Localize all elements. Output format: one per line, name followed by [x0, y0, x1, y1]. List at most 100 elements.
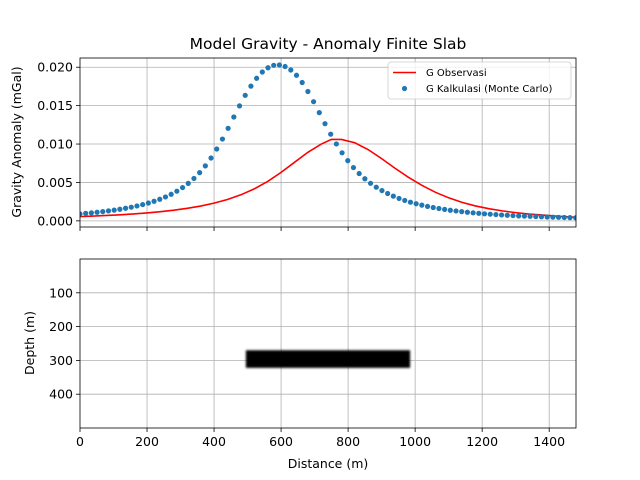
data-point-calculated [538, 214, 545, 220]
data-point-calculated [288, 67, 294, 73]
data-point-calculated [305, 88, 311, 95]
data-point-calculated [322, 121, 328, 127]
data-point-calculated [333, 141, 339, 147]
data-point-calculated [413, 201, 419, 207]
data-point-calculated [345, 158, 351, 164]
x-tick-label: 1200 [466, 434, 498, 449]
data-point-calculated [145, 200, 151, 206]
data-point-calculated [197, 170, 203, 176]
top-y-tick-label: 0.020 [37, 60, 73, 75]
data-point-calculated [299, 79, 305, 86]
data-point-calculated [499, 212, 505, 218]
x-tick-label: 1400 [533, 434, 565, 449]
data-point-calculated [481, 211, 488, 217]
legend: G Observasi G Kalkulasi (Monte Carlo) [387, 61, 572, 100]
data-point-calculated [242, 92, 248, 98]
data-point-calculated [83, 210, 89, 216]
data-point-calculated [561, 214, 567, 221]
data-point-calculated [504, 212, 510, 218]
data-point-calculated [573, 215, 576, 221]
data-point-calculated [100, 209, 106, 215]
data-point-calculated [350, 164, 357, 171]
data-point-calculated [447, 207, 453, 213]
data-point-calculated [276, 62, 283, 68]
data-point-calculated [430, 204, 436, 211]
data-point-calculated [117, 206, 123, 212]
data-point-calculated [128, 204, 134, 210]
slab-body [245, 350, 411, 368]
data-point-calculated [140, 201, 146, 208]
data-point-calculated [310, 99, 317, 105]
top-y-tick-label: 0.000 [37, 213, 73, 228]
data-point-calculated [367, 180, 374, 186]
data-point-calculated [470, 210, 476, 216]
x-tick-label: 1000 [399, 434, 431, 449]
data-point-calculated [185, 180, 191, 186]
depth-tick-label: 100 [49, 285, 73, 300]
data-point-calculated [493, 211, 499, 218]
data-point-calculated [88, 210, 94, 216]
top-y-axis-label: Gravity Anomaly (mGal) [9, 66, 24, 217]
data-point-calculated [550, 214, 556, 220]
data-point-calculated [157, 196, 163, 202]
data-point-calculated [122, 205, 129, 211]
x-tick-label: 800 [336, 434, 360, 449]
data-point-calculated [105, 208, 112, 214]
depth-tick-label: 400 [49, 387, 73, 402]
data-point-calculated [385, 190, 391, 197]
data-point-calculated [362, 176, 368, 182]
slab-rectangle [245, 350, 411, 368]
data-point-calculated [191, 175, 197, 182]
series-line-observed [80, 138, 576, 219]
data-point-calculated [202, 163, 208, 169]
top-y-tick-label: 0.010 [37, 137, 73, 152]
data-point-calculated [379, 187, 385, 194]
x-tick-label: 0 [76, 434, 84, 449]
data-point-calculated [339, 150, 345, 156]
gravity-anomaly-panel: Model Gravity - Anomaly Finite Slab 0.00… [9, 35, 577, 231]
data-point-calculated [111, 207, 117, 213]
data-point-calculated [259, 69, 265, 75]
depth-section-panel: 0 200 400 600 800 1000 1200 1400 100 200 300 400 Di… [22, 258, 577, 471]
data-point-calculated [265, 65, 271, 71]
data-point-calculated [521, 213, 527, 219]
data-point-calculated [533, 213, 539, 220]
data-point-calculated [208, 155, 214, 161]
top-plot-area [80, 62, 576, 221]
legend-box [387, 61, 572, 100]
top-y-tick-label: 0.005 [37, 175, 73, 190]
data-point-calculated [231, 114, 237, 120]
data-point-calculated [424, 203, 431, 210]
data-point-calculated [390, 193, 396, 199]
legend-dot-marker [401, 85, 408, 92]
data-point-calculated [459, 209, 465, 215]
bottom-ticks: 0 200 400 600 800 1000 1200 1400 100 200 300 400 [49, 285, 565, 449]
data-point-calculated [487, 211, 493, 217]
data-point-calculated [396, 195, 402, 202]
data-point-calculated [510, 212, 516, 219]
data-point-calculated [442, 206, 448, 213]
legend-label-observed: G Observasi [426, 68, 487, 79]
data-point-calculated [162, 194, 169, 200]
data-point-calculated [219, 136, 226, 142]
data-point-calculated [402, 197, 408, 204]
data-point-calculated [527, 213, 533, 219]
x-tick-label: 400 [202, 434, 226, 449]
data-point-calculated [356, 170, 362, 177]
data-point-calculated [179, 184, 186, 191]
data-point-calculated [544, 214, 550, 220]
legend-label-calculated: G Kalkulasi (Monte Carlo) [426, 84, 552, 95]
data-point-calculated [80, 211, 83, 217]
top-y-tick-label: 0.015 [37, 98, 73, 113]
data-point-calculated [271, 62, 277, 68]
data-point-calculated [168, 191, 174, 197]
top-axes-frame [79, 57, 577, 228]
data-point-calculated [419, 202, 425, 208]
data-point-calculated [214, 146, 220, 152]
x-tick-label: 200 [135, 434, 159, 449]
data-point-calculated [316, 110, 322, 116]
top-ticks: 0.000 0.005 0.010 0.015 0.020 [37, 60, 550, 231]
data-point-calculated [174, 188, 180, 194]
x-tick-label: 600 [269, 434, 293, 449]
data-point-calculated [254, 75, 260, 81]
